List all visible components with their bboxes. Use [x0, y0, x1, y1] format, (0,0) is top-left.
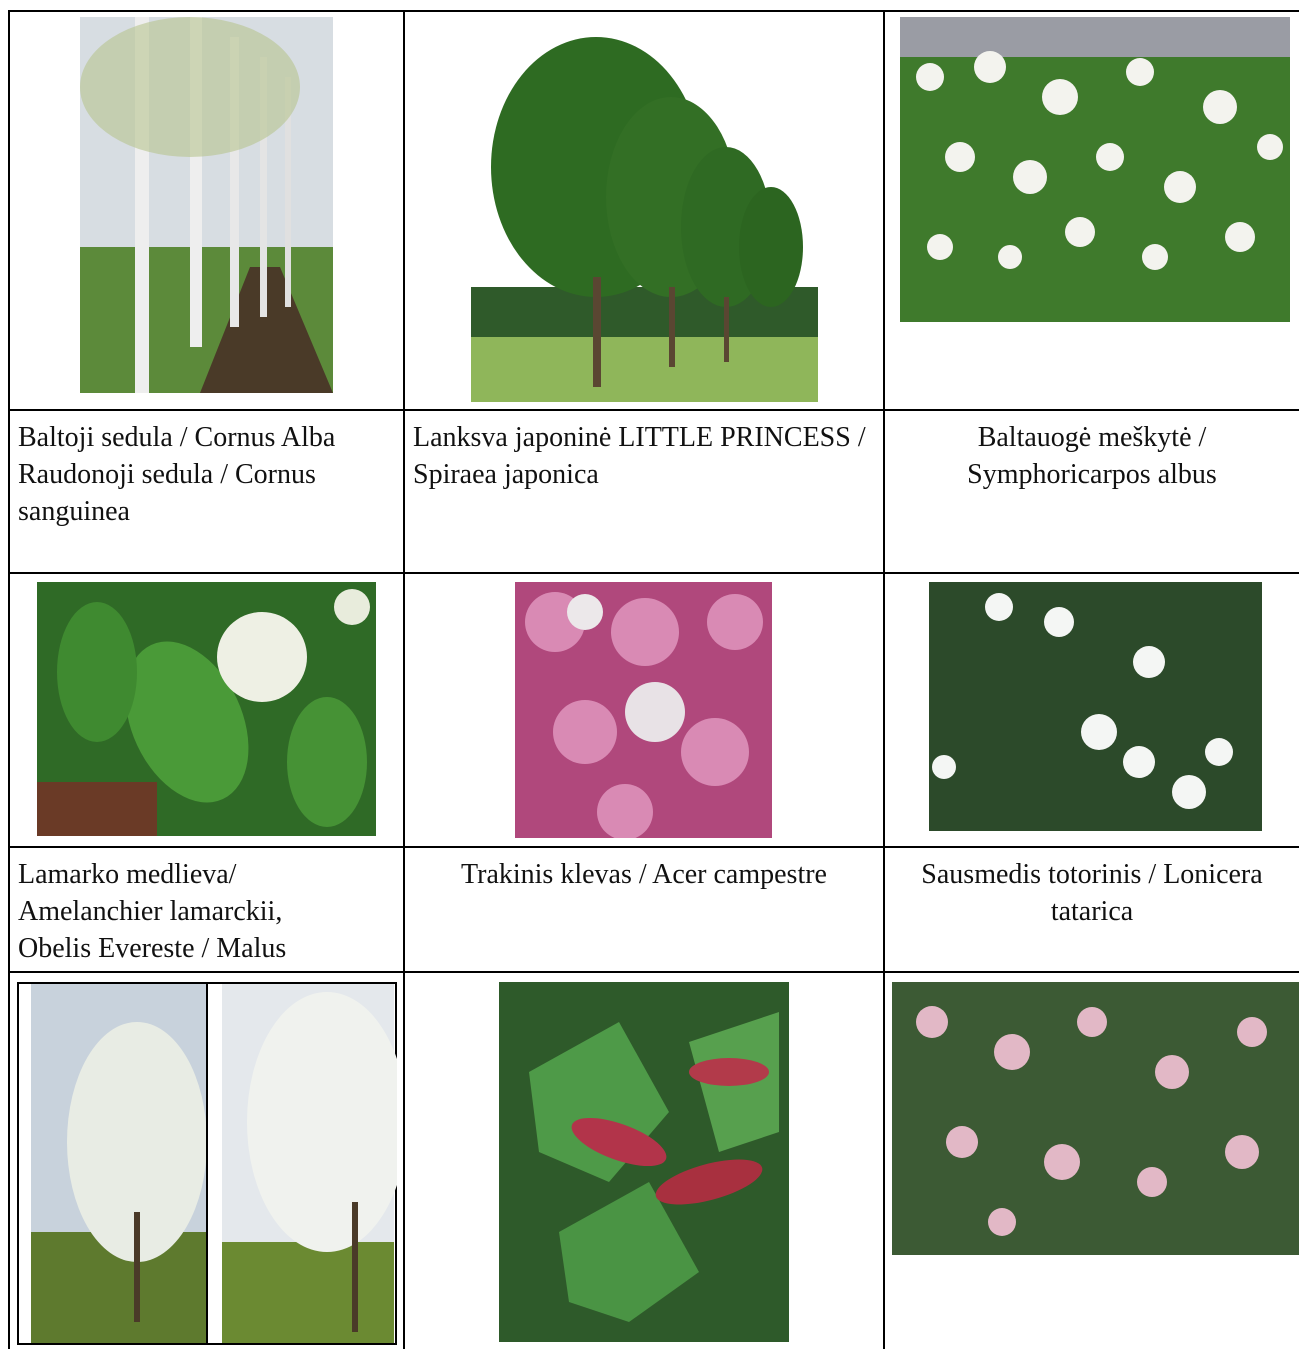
caption: Trakinis klevas / Acer campestre	[461, 859, 827, 890]
table-border	[8, 10, 1299, 12]
photo-malus	[17, 982, 397, 1345]
photo-honeysuckle	[892, 982, 1299, 1255]
table-border	[883, 10, 885, 1349]
table-border	[8, 409, 1299, 411]
table-border	[8, 572, 1299, 574]
photo-maple	[499, 982, 789, 1342]
table-border	[8, 846, 1299, 848]
photo-tree-row	[471, 27, 818, 402]
photo-white-shrub	[900, 17, 1290, 322]
caption: Baltauogė meškytė / Symphoricarpos albus	[967, 422, 1217, 490]
photo-snowberry	[929, 582, 1262, 831]
table-border	[8, 10, 10, 1349]
photo-birch	[80, 17, 333, 393]
photo-pink-flowers	[515, 582, 772, 838]
caption: Baltoji sedula / Cornus Alba Raudonoji s…	[18, 422, 336, 527]
photo-leaves	[37, 582, 376, 836]
caption: Lamarko medlieva/ Amelanchier lamarckii,…	[18, 859, 287, 964]
caption: Sausmedis totorinis / Lonicera tatarica	[921, 859, 1263, 927]
caption: Lanksva japoninė LITTLE PRINCESS / Spira…	[413, 422, 866, 490]
table-border	[403, 10, 405, 1349]
table-border	[8, 971, 1299, 973]
